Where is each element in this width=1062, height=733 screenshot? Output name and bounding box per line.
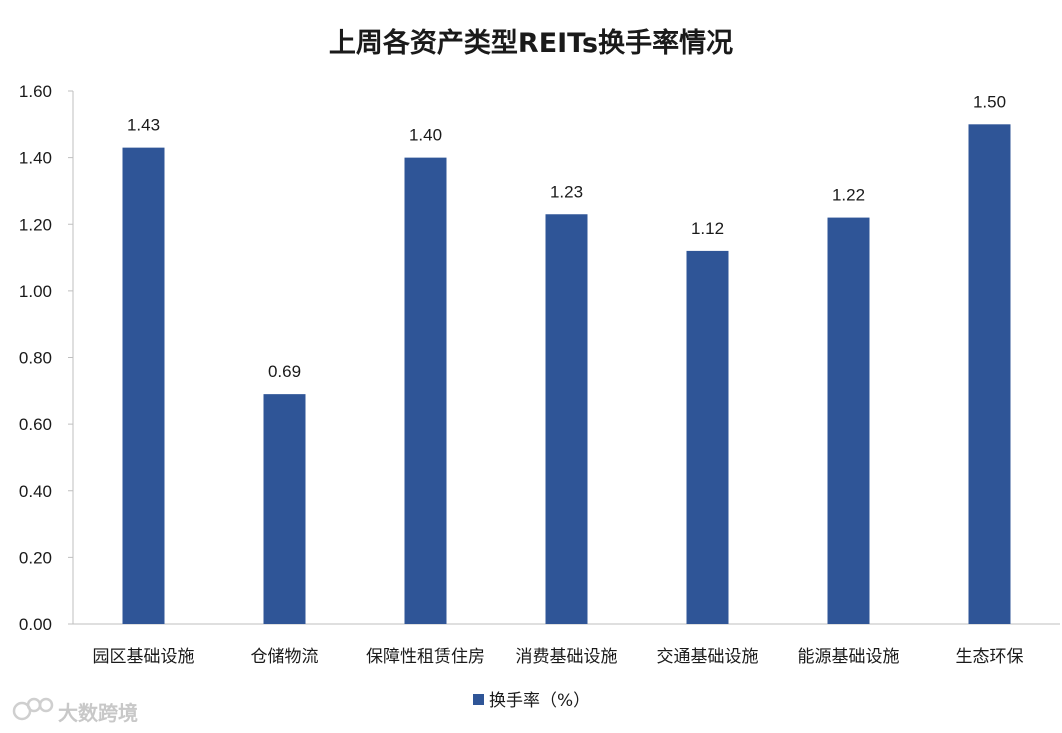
y-tick-label: 1.00 xyxy=(19,282,52,301)
legend-swatch xyxy=(473,694,484,705)
bars xyxy=(122,124,1011,624)
watermark: 大数跨境 xyxy=(12,697,138,725)
data-label: 1.12 xyxy=(691,219,724,238)
bar xyxy=(122,147,165,624)
data-label: 1.50 xyxy=(973,92,1006,111)
x-category-label: 消费基础设施 xyxy=(516,647,618,667)
bar xyxy=(545,214,588,624)
y-tick-label: 1.60 xyxy=(19,82,52,101)
x-category-label: 仓储物流 xyxy=(251,647,319,667)
data-label: 1.43 xyxy=(127,116,160,135)
y-tick-label: 1.20 xyxy=(19,215,52,234)
data-label: 1.23 xyxy=(550,182,583,201)
bar xyxy=(968,124,1011,624)
x-category-label: 能源基础设施 xyxy=(798,647,900,667)
axes: 0.00 0.20 0.40 0.60 0.80 1.00 1.20 1.40 1.60 园区基础… xyxy=(19,82,1060,667)
y-tick-label: 0.00 xyxy=(19,615,52,634)
bar xyxy=(263,394,306,624)
data-label: 0.69 xyxy=(268,362,301,381)
legend-label: 换手率（%） xyxy=(489,691,590,711)
bar xyxy=(404,157,447,624)
bar xyxy=(686,250,729,624)
watermark-logo-icon xyxy=(12,697,54,721)
data-label: 1.22 xyxy=(832,186,865,205)
bar xyxy=(827,217,870,624)
y-tick-label: 0.80 xyxy=(19,349,52,368)
data-labels: 1.43 0.69 1.40 1.23 1.12 1.22 1.50 xyxy=(127,92,1006,381)
x-category-label: 生态环保 xyxy=(956,647,1024,667)
x-category-label: 园区基础设施 xyxy=(93,647,195,667)
watermark-text: 大数跨境 xyxy=(58,701,138,725)
chart-title: 上周各资产类型REITs换手率情况 xyxy=(329,27,733,59)
y-tick-label: 0.20 xyxy=(19,548,52,567)
y-tick-label: 0.60 xyxy=(19,415,52,434)
y-tick-label: 0.40 xyxy=(19,482,52,501)
y-tick-label: 1.40 xyxy=(19,149,52,168)
data-label: 1.40 xyxy=(409,126,442,145)
x-category-label: 保障性租赁住房 xyxy=(366,647,485,667)
x-category-label: 交通基础设施 xyxy=(657,647,759,667)
legend: 换手率（%） xyxy=(473,691,590,711)
